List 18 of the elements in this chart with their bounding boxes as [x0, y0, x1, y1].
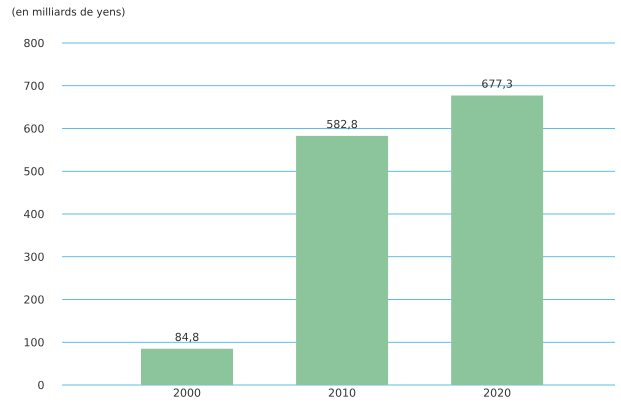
y-tick-label: 400: [24, 210, 44, 218]
x-tick-label: 2020: [484, 388, 510, 397]
x-tick-label: 2010: [328, 388, 356, 397]
y-tick-label: 0: [38, 380, 44, 390]
y-tick-label: 500: [24, 167, 44, 176]
bar: [451, 95, 544, 385]
y-tick-label: 200: [24, 295, 44, 304]
x-tick-label: 2000: [174, 388, 200, 397]
y-axis-title: (en milliards de yens): [12, 8, 124, 18]
bar: [140, 348, 233, 385]
data-label: 84,8: [176, 332, 198, 342]
data-label: 582,8: [327, 120, 358, 130]
bar: [296, 136, 388, 385]
y-tick-label: 700: [24, 82, 44, 90]
y-tick-label: 600: [24, 124, 44, 133]
y-tick-label: 300: [24, 252, 44, 261]
y-tick-label: 800: [24, 38, 44, 48]
y-tick-label: 100: [24, 338, 44, 346]
